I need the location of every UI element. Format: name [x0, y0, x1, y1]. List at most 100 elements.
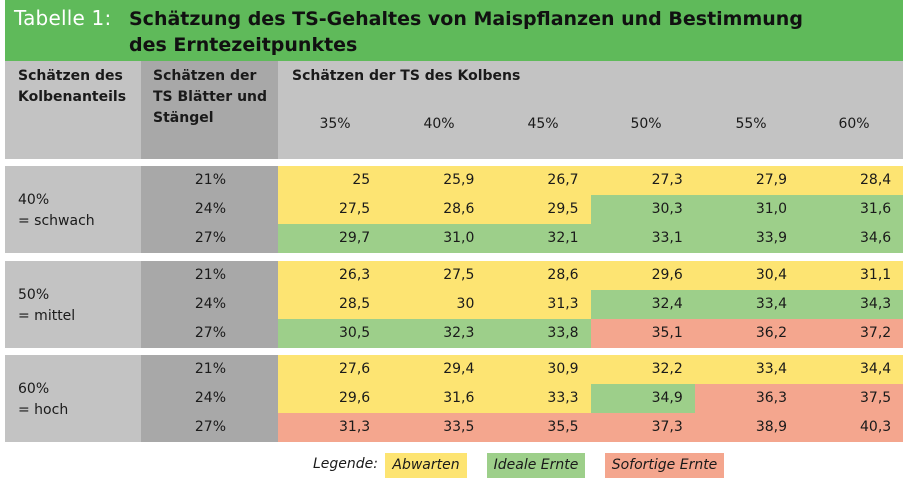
- table-title: Schätzung des TS-Gehaltes von Maispflanz…: [129, 8, 803, 56]
- ts-blaetter-cell: 21%: [141, 261, 278, 290]
- ts-value-cell: 31,1: [799, 261, 904, 290]
- pct-header: 35%: [319, 116, 351, 132]
- ts-value-cell: 29,7: [278, 224, 383, 253]
- ts-value-cell: 34,4: [799, 355, 904, 384]
- ts-value-cell: 28,5: [278, 290, 383, 319]
- ts-value-cell: 33,5: [382, 413, 487, 442]
- ts-value-cell: 34,6: [799, 224, 904, 253]
- ts-value-cell: 27,3: [590, 166, 695, 195]
- ts-value-cell: 28,6: [382, 195, 487, 224]
- group-label-cell: 50% = mittel: [5, 261, 141, 348]
- table-row: 24% 28,5 30 31,3 32,4 33,4 34,3: [141, 290, 904, 319]
- ts-value-cell: 26,7: [486, 166, 591, 195]
- ts-value-cell: 25: [278, 166, 383, 195]
- ts-value-cell: 35,5: [486, 413, 591, 442]
- ts-value-cell: 33,8: [486, 319, 591, 348]
- header-kolbenanteil-text: Schätzen des Kolbenanteils: [18, 68, 127, 105]
- percentage-header-row: 35% 40% 45% 50% 55% 60%: [278, 116, 903, 136]
- ts-value-cell: 29,6: [278, 384, 383, 413]
- pct-header: 55%: [735, 116, 767, 132]
- ts-value-cell: 32,3: [382, 319, 487, 348]
- group-label-cell: 40% = schwach: [5, 166, 141, 253]
- header-ts-kolben-text: Schätzen der TS des Kolbens: [292, 68, 521, 84]
- ts-value-cell: 30: [382, 290, 487, 319]
- ts-value-cell: 33,4: [694, 290, 799, 319]
- ts-value-cell: 27,9: [694, 166, 799, 195]
- ts-value-cell: 33,4: [694, 355, 799, 384]
- ts-value-cell: 35,1: [590, 319, 695, 348]
- ts-value-cell: 33,9: [694, 224, 799, 253]
- kolbenanteil-group: 50% = mittel 21% 26,3 27,5 28,6 29,6 30,4 31,1 2…: [5, 261, 904, 348]
- table-row: 27% 31,3 33,5 35,5 37,3 38,9 40,3: [141, 413, 904, 442]
- ts-value-cell: 31,6: [799, 195, 904, 224]
- kolbenanteil-group: 60% = hoch 21% 27,6 29,4 30,9 32,2 33,4 34,4 24%…: [5, 355, 904, 442]
- ts-blaetter-cell: 21%: [141, 166, 278, 195]
- ts-value-cell: 30,9: [486, 355, 591, 384]
- ts-value-cell: 31,6: [382, 384, 487, 413]
- table-row: 24% 29,6 31,6 33,3 34,9 36,3 37,5: [141, 384, 904, 413]
- ts-value-cell: 34,3: [799, 290, 904, 319]
- ts-value-cell: 31,3: [486, 290, 591, 319]
- table-row: 27% 29,7 31,0 32,1 33,1 33,9 34,6: [141, 224, 904, 253]
- legend-item-sofortige-ernte: Sofortige Ernte: [605, 453, 724, 478]
- ts-value-cell: 30,3: [590, 195, 695, 224]
- table-row: 21% 27,6 29,4 30,9 32,2 33,4 34,4: [141, 355, 904, 384]
- legend-item-abwarten: Abwarten: [385, 453, 467, 478]
- ts-value-cell: 30,5: [278, 319, 383, 348]
- header-ts-kolben: Schätzen der TS des Kolbens: [278, 61, 903, 159]
- ts-value-cell: 31,3: [278, 413, 383, 442]
- pct-header: 50%: [630, 116, 662, 132]
- pct-header: 40%: [423, 116, 455, 132]
- ts-value-cell: 36,2: [694, 319, 799, 348]
- title-bar: Tabelle 1: Schätzung des TS-Gehaltes von…: [5, 0, 903, 61]
- ts-value-cell: 28,6: [486, 261, 591, 290]
- header-ts-blaetter-text: Schätzen der TS Blätter und Stängel: [153, 68, 268, 126]
- ts-blaetter-cell: 24%: [141, 195, 278, 224]
- pct-header: 45%: [527, 116, 559, 132]
- ts-value-cell: 28,4: [799, 166, 904, 195]
- legend-item-ideale-ernte: Ideale Ernte: [487, 453, 585, 478]
- ts-value-cell: 32,1: [486, 224, 591, 253]
- ts-blaetter-cell: 27%: [141, 224, 278, 253]
- group-label: 40% = schwach: [18, 192, 95, 229]
- ts-value-cell: 33,3: [486, 384, 591, 413]
- ts-value-cell: 31,0: [382, 224, 487, 253]
- table-row: 21% 25 25,9 26,7 27,3 27,9 28,4: [141, 166, 904, 195]
- ts-value-cell: 31,0: [694, 195, 799, 224]
- group-label: 60% = hoch: [18, 381, 69, 418]
- ts-value-cell: 27,5: [382, 261, 487, 290]
- ts-blaetter-cell: 24%: [141, 384, 278, 413]
- kolbenanteil-group: 40% = schwach 21% 25 25,9 26,7 27,3 27,9 28,4 24…: [5, 166, 904, 253]
- ts-blaetter-cell: 27%: [141, 319, 278, 348]
- ts-value-cell: 30,4: [694, 261, 799, 290]
- ts-value-cell: 32,2: [590, 355, 695, 384]
- ts-value-cell: 26,3: [278, 261, 383, 290]
- ts-value-cell: 29,5: [486, 195, 591, 224]
- table-number: Tabelle 1:: [14, 6, 112, 30]
- table-row: 21% 26,3 27,5 28,6 29,6 30,4 31,1: [141, 261, 904, 290]
- ts-value-cell: 37,2: [799, 319, 904, 348]
- ts-value-cell: 33,1: [590, 224, 695, 253]
- ts-blaetter-cell: 24%: [141, 290, 278, 319]
- ts-value-cell: 27,5: [278, 195, 383, 224]
- ts-value-cell: 40,3: [799, 413, 904, 442]
- group-label: 50% = mittel: [18, 287, 76, 324]
- ts-value-cell: 38,9: [694, 413, 799, 442]
- ts-value-cell: 29,4: [382, 355, 487, 384]
- ts-value-cell: 27,6: [278, 355, 383, 384]
- table-row: 24% 27,5 28,6 29,5 30,3 31,0 31,6: [141, 195, 904, 224]
- header-ts-blaetter: Schätzen der TS Blätter und Stängel: [141, 61, 278, 159]
- group-label-cell: 60% = hoch: [5, 355, 141, 442]
- ts-value-cell: 36,3: [694, 384, 799, 413]
- ts-value-cell: 34,9: [590, 384, 695, 413]
- header-kolbenanteil: Schätzen des Kolbenanteils: [5, 61, 141, 159]
- ts-value-cell: 37,5: [799, 384, 904, 413]
- pct-header: 60%: [838, 116, 870, 132]
- ts-value-cell: 29,6: [590, 261, 695, 290]
- ts-blaetter-cell: 21%: [141, 355, 278, 384]
- ts-value-cell: 37,3: [590, 413, 695, 442]
- legend-title: Legende:: [313, 456, 379, 472]
- ts-blaetter-cell: 27%: [141, 413, 278, 442]
- table-row: 27% 30,5 32,3 33,8 35,1 36,2 37,2: [141, 319, 904, 348]
